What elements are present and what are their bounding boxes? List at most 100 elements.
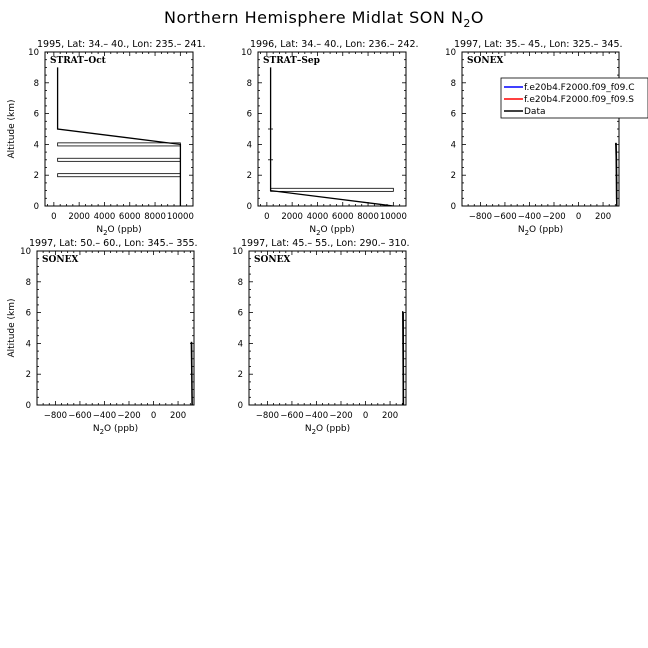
x-axis-label-pre: N xyxy=(518,225,525,235)
y-tick-label: 8 xyxy=(238,278,243,288)
y-tick-label: 2 xyxy=(247,171,252,181)
plot-area xyxy=(268,67,394,206)
y-tick-label: 10 xyxy=(445,48,456,58)
x-axis-label: N2O (ppb) xyxy=(518,225,563,237)
y-tick-label: 8 xyxy=(34,79,39,89)
series-line-1 xyxy=(269,67,394,206)
x-axis-label: N2O (ppb) xyxy=(305,424,350,436)
range-box xyxy=(270,187,394,192)
plot-frame xyxy=(36,250,195,406)
legend-label: Data xyxy=(524,107,546,117)
panel-title: 1997, Lat: 35.– 45., Lon: 325.– 345. xyxy=(454,39,623,50)
x-axis-label: N2O (ppb) xyxy=(309,225,354,237)
y-tick-label: 10 xyxy=(28,48,39,58)
x-axis-label: N2O (ppb) xyxy=(93,424,138,436)
x-tick-label: 2000 xyxy=(281,212,303,222)
panel-tag: STRAT–Sep xyxy=(263,56,320,66)
x-axis-label-sub: 2 xyxy=(100,428,104,436)
x-tick-label: −400 xyxy=(305,411,328,421)
panel-title: 1995, Lat: 34.– 40., Lon: 235.– 241. xyxy=(37,39,206,50)
y-tick-label: 0 xyxy=(26,401,31,411)
x-tick-label: −400 xyxy=(518,212,541,222)
plot-frame xyxy=(257,51,407,207)
x-axis-label-sub: 2 xyxy=(525,229,529,237)
x-axis-label-sub: 2 xyxy=(312,428,316,436)
y-tick-label: 2 xyxy=(451,171,456,181)
series-line-2 xyxy=(615,142,618,206)
plot-area xyxy=(190,341,193,405)
x-tick-label: 0 xyxy=(363,411,368,421)
panel-tag: SONEX xyxy=(42,255,78,265)
x-tick-label: 0 xyxy=(576,212,581,222)
panel-title: 1997, Lat: 45.– 55., Lon: 290.– 310. xyxy=(241,238,410,249)
x-tick-label: 0 xyxy=(51,212,56,222)
panel-1: 1995, Lat: 34.– 40., Lon: 235.– 241. 0 2 4 6… xyxy=(7,39,206,237)
panel-title: 1996, Lat: 34.– 40., Lon: 236.– 242. xyxy=(250,39,419,50)
y-tick-label: 2 xyxy=(26,370,31,380)
range-box xyxy=(57,173,181,178)
x-tick-label: −600 xyxy=(68,411,91,421)
x-axis-label-post: O (ppb) xyxy=(108,225,142,235)
x-axis-label-post: O (ppb) xyxy=(321,225,355,235)
x-tick-label: 4000 xyxy=(307,212,329,222)
y-tick-label: 4 xyxy=(247,140,252,150)
y-axis-label: Altitude (km) xyxy=(7,298,17,357)
plot-area xyxy=(402,311,405,405)
range-box xyxy=(57,157,181,162)
legend-label: f.e20b4.F2000.f09_f09.C xyxy=(524,83,635,93)
x-tick-label: 200 xyxy=(170,411,186,421)
x-tick-label: 0 xyxy=(151,411,156,421)
y-tick-label: 8 xyxy=(26,278,31,288)
panels: 1995, Lat: 34.– 40., Lon: 235.– 241. 0 2 4 6… xyxy=(7,39,648,436)
panel-4: 1997, Lat: 50.– 60., Lon: 345.– 355. 0 2 4 6… xyxy=(7,238,198,436)
y-tick-label: 10 xyxy=(241,48,252,58)
x-axis-label-sub: 2 xyxy=(316,229,320,237)
panel-tag: SONEX xyxy=(254,255,290,265)
legend-box xyxy=(500,77,648,119)
plot-area xyxy=(56,67,182,206)
y-tick-label: 6 xyxy=(238,309,243,319)
y-tick-label: 6 xyxy=(26,309,31,319)
x-tick-label: 8000 xyxy=(357,212,379,222)
x-axis-label-pre: N xyxy=(93,424,100,434)
panel-tag: SONEX xyxy=(467,56,503,66)
series-line-2 xyxy=(191,341,193,405)
y-tick-label: 4 xyxy=(238,339,243,349)
panel-title: 1997, Lat: 50.– 60., Lon: 345.– 355. xyxy=(29,238,198,249)
x-tick-label: 2000 xyxy=(68,212,90,222)
x-tick-label: 0 xyxy=(264,212,269,222)
x-tick-label: −200 xyxy=(117,411,140,421)
x-tick-label: −600 xyxy=(280,411,303,421)
x-tick-label: −200 xyxy=(542,212,565,222)
legend-label: f.e20b4.F2000.f09_f09.S xyxy=(524,95,634,105)
x-axis-label-post: O (ppb) xyxy=(104,424,138,434)
x-tick-label: −800 xyxy=(256,411,279,421)
y-tick-label: 0 xyxy=(34,202,39,212)
y-tick-label: 0 xyxy=(451,202,456,212)
panel-3: 1997, Lat: 35.– 45., Lon: 325.– 345. 0 2 4 6… xyxy=(445,39,622,237)
x-tick-label: −200 xyxy=(329,411,352,421)
x-axis-label-sub: 2 xyxy=(103,229,107,237)
x-tick-label: 10000 xyxy=(167,212,194,222)
x-axis-label-pre: N xyxy=(309,225,316,235)
y-tick-label: 10 xyxy=(232,247,243,257)
y-tick-label: 0 xyxy=(247,202,252,212)
x-axis-label-post: O (ppb) xyxy=(316,424,350,434)
x-tick-label: 10000 xyxy=(380,212,407,222)
plot-frame xyxy=(44,51,194,207)
y-tick-label: 8 xyxy=(247,79,252,89)
y-tick-label: 6 xyxy=(247,110,252,120)
plot-frame xyxy=(461,51,620,207)
legend: f.e20b4.F2000.f09_f09.C f.e20b4.F2000.f09… xyxy=(500,77,648,119)
x-tick-label: −400 xyxy=(93,411,116,421)
y-tick-label: 0 xyxy=(238,401,243,411)
x-axis-label: N2O (ppb) xyxy=(96,225,141,237)
x-tick-label: −600 xyxy=(493,212,516,222)
y-axis-label: Altitude (km) xyxy=(7,99,17,158)
x-tick-label: 8000 xyxy=(144,212,166,222)
y-tick-label: 2 xyxy=(34,171,39,181)
plot-area xyxy=(615,142,618,206)
y-tick-label: 4 xyxy=(26,339,31,349)
panel-5: 1997, Lat: 45.– 55., Lon: 290.– 310. 0 2 4 6… xyxy=(232,238,409,436)
